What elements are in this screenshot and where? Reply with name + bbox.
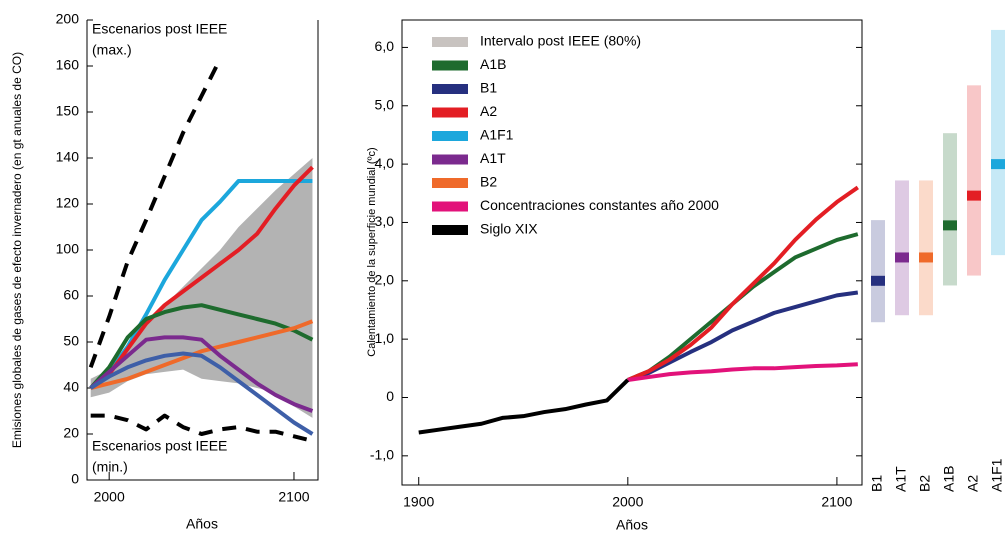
range-bar	[871, 220, 885, 323]
best-estimate	[967, 190, 981, 201]
x-tick-label: 1900	[403, 494, 434, 510]
series-line	[418, 378, 630, 435]
category-label: A1T	[893, 466, 909, 492]
y-tick-label: 0	[71, 471, 79, 487]
x-tick-label: 2000	[94, 489, 125, 505]
category-label: B2	[917, 475, 933, 492]
category-label: B1	[869, 475, 885, 492]
annotation: Escenarios post IEEE	[92, 438, 227, 454]
series-line	[627, 362, 858, 382]
series-line	[90, 413, 313, 443]
series-line	[88, 58, 222, 368]
category-label: A2	[965, 475, 981, 492]
annotation: (min.)	[92, 459, 128, 475]
best-estimate	[871, 275, 885, 286]
legend-label: B1	[480, 80, 497, 96]
y-tick-label: 120	[56, 195, 80, 211]
x-axis-label: Años	[616, 517, 648, 533]
y-tick-label: 40	[63, 379, 79, 395]
legend-swatch	[432, 154, 468, 165]
y-tick-label: 140	[56, 149, 80, 165]
y-tick-label: 5,0	[375, 96, 395, 112]
legend-label: A1F1	[480, 127, 514, 143]
middle-frame	[401, 19, 863, 486]
legend-swatch	[432, 131, 468, 141]
series-line	[89, 335, 314, 413]
range-bar	[919, 180, 933, 316]
legend-swatch	[432, 178, 468, 188]
best-estimate	[895, 252, 909, 263]
range-bar	[943, 133, 957, 286]
y-tick-label: 60	[63, 287, 79, 303]
y-tick-label: 100	[56, 241, 80, 257]
best-estimate	[943, 220, 957, 231]
y-tick-label: 150	[56, 103, 80, 119]
legend-label: Siglo XIX	[480, 221, 538, 237]
x-axis-label: Años	[186, 516, 218, 532]
legend-swatch	[432, 84, 468, 94]
y-tick-label: 0	[386, 388, 394, 404]
series-line	[89, 351, 314, 436]
range-bar	[991, 29, 1005, 256]
range-bar	[895, 180, 909, 316]
category-label: A1B	[941, 466, 957, 492]
legend-label: A1B	[480, 56, 506, 72]
y-tick-label: 4,0	[375, 155, 395, 171]
series-line	[627, 232, 859, 382]
y-tick-label: 1,0	[375, 330, 395, 346]
legend-label: Intervalo post IEEE (80%)	[480, 33, 641, 49]
y-axis-label: Calentamiento de la superficie mundial (…	[366, 147, 378, 356]
annotation: Escenarios post IEEE	[92, 21, 227, 37]
series-line	[89, 165, 314, 390]
y-axis-label: Emisiones globales de gases de efecto in…	[10, 52, 24, 448]
y-tick-label: 50	[63, 333, 79, 349]
y-tick-label: 160	[56, 57, 80, 73]
series-line	[89, 303, 314, 390]
legend-label: A1T	[480, 150, 506, 166]
range-bar	[967, 85, 981, 276]
series-line	[627, 290, 859, 382]
legend-label: B2	[480, 174, 497, 190]
y-tick-label: 6,0	[375, 38, 395, 54]
y-tick-label: 3,0	[375, 213, 395, 229]
y-tick-label: -1,0	[370, 447, 394, 463]
legend-swatch	[432, 107, 468, 118]
legend-label: A2	[480, 103, 497, 119]
x-tick-label: 2000	[612, 494, 643, 510]
series-line	[627, 185, 859, 382]
best-estimate	[919, 252, 933, 263]
legend-swatch	[432, 225, 468, 235]
legend-swatch	[432, 201, 468, 212]
y-tick-label: 20	[63, 425, 79, 441]
series-line	[90, 319, 314, 390]
legend-swatch	[432, 37, 468, 47]
annotation: (max.)	[92, 42, 132, 58]
y-tick-label: 200	[56, 11, 80, 27]
best-estimate	[991, 159, 1005, 170]
legend-label: Concentraciones constantes año 2000	[480, 197, 719, 213]
category-label: A1F1	[989, 458, 1005, 492]
y-tick-label: 2,0	[375, 271, 395, 287]
range-band	[90, 158, 313, 418]
x-tick-label: 2100	[821, 494, 852, 510]
legend-swatch	[432, 60, 468, 71]
x-tick-label: 2100	[278, 489, 309, 505]
